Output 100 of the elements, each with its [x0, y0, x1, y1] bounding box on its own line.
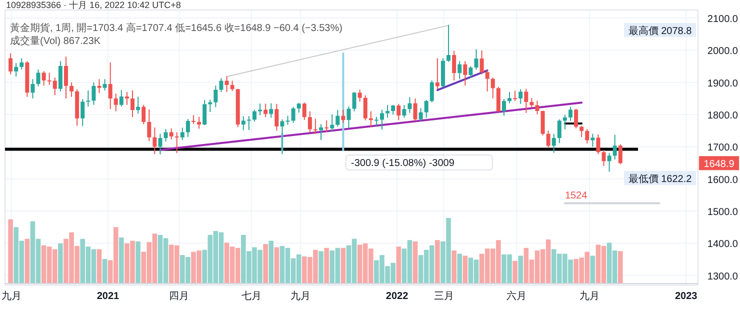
x-tick-label: 三月 [434, 291, 454, 302]
candlestick [418, 108, 423, 122]
candlestick [147, 108, 152, 142]
candlestick [585, 128, 590, 144]
candlestick [463, 60, 468, 86]
candlestick [363, 94, 368, 121]
candlestick [496, 86, 500, 112]
candlestick [341, 109, 346, 124]
candlestick [286, 115, 290, 126]
candlestick [86, 90, 90, 107]
candlestick [485, 70, 490, 92]
candlestick [490, 77, 495, 99]
bar [8, 219, 13, 283]
bar [24, 238, 30, 283]
bar [412, 241, 418, 283]
candlestick [302, 102, 306, 120]
candlestick [324, 120, 329, 132]
candlestick [20, 58, 24, 70]
bar [618, 251, 623, 283]
candlestick [269, 102, 274, 118]
candlestick [241, 116, 246, 131]
y-tick-label: 1500.0 [707, 207, 738, 218]
candlestick [413, 98, 418, 122]
candlestick [452, 50, 456, 81]
candlestick [480, 50, 484, 75]
candlestick [458, 60, 462, 80]
y-tick-label: 1900.0 [707, 78, 738, 90]
candlestick [264, 103, 268, 118]
candlestick [230, 80, 234, 92]
x-tick-label: 2021 [96, 291, 120, 302]
bar [518, 256, 523, 283]
candlestick [58, 60, 62, 92]
annotation: 成交量(Vol) 867.23K [10, 35, 101, 47]
candlestick [214, 85, 218, 108]
annotation: -300.9 (-15.08%) -3009 [351, 158, 455, 169]
candlestick [562, 114, 567, 130]
candlestick [202, 100, 207, 126]
candlestick [430, 80, 434, 103]
candlestick [219, 78, 224, 93]
candlestick [330, 114, 334, 132]
bar [457, 254, 462, 283]
y-tick-label: 1300.0 [707, 271, 738, 282]
candlestick [136, 96, 140, 114]
candlestick [296, 102, 301, 114]
bar [324, 248, 329, 283]
x-tick-label: 2022 [386, 291, 409, 302]
candlestick [8, 52, 13, 75]
x-tick-label: 七月 [241, 290, 262, 302]
x-tick-label: 九月 [579, 290, 600, 302]
candlestick [308, 110, 312, 133]
candlestick [119, 90, 124, 107]
candlestick [435, 58, 440, 90]
candlestick [602, 149, 606, 166]
candlestick [368, 110, 373, 128]
candlestick [246, 116, 251, 130]
candlestick [474, 48, 478, 70]
candlestick [130, 90, 135, 118]
candlestick [70, 82, 74, 98]
candlestick [102, 78, 107, 91]
candlestick [607, 152, 612, 172]
candlestick [36, 69, 40, 87]
candlestick [546, 130, 550, 149]
y-tick-label: 2100.0 [707, 14, 738, 26]
candlestick [508, 92, 512, 104]
candlestick [552, 133, 556, 154]
candlestick [30, 78, 35, 99]
candlestick [408, 96, 412, 114]
candlestick [352, 92, 356, 112]
candlestick [114, 93, 118, 112]
bar [396, 246, 402, 283]
candlestick [64, 56, 68, 99]
y-tick-label: 2000.0 [707, 46, 738, 58]
y-tick-label: 1700.0 [707, 142, 738, 154]
bar [96, 249, 102, 283]
x-tick-label: 九月 [290, 290, 310, 302]
candlestick [502, 98, 506, 116]
candlestick [319, 124, 324, 140]
y-tick-label: 1800.0 [707, 110, 738, 122]
candlestick [618, 144, 622, 165]
bar [102, 258, 108, 283]
candlestick [258, 103, 262, 116]
candlestick [402, 104, 406, 118]
candlestick [380, 109, 384, 130]
candlestick [197, 116, 202, 130]
annotation: 最低價 1622.2 [628, 174, 692, 185]
candlestick [396, 103, 401, 121]
candlestick [291, 106, 296, 124]
candlestick [513, 90, 518, 102]
candlestick [280, 118, 284, 155]
candlestick [391, 104, 396, 116]
candlestick [568, 106, 572, 122]
candlestick [164, 128, 168, 142]
candlestick [313, 118, 318, 134]
candlestick [97, 78, 102, 94]
candlestick [169, 128, 174, 140]
bar [263, 244, 268, 283]
candlestick [224, 76, 229, 93]
bar [136, 241, 140, 283]
candlestick [524, 88, 528, 114]
y-tick-label: 1600.0 [707, 174, 738, 186]
